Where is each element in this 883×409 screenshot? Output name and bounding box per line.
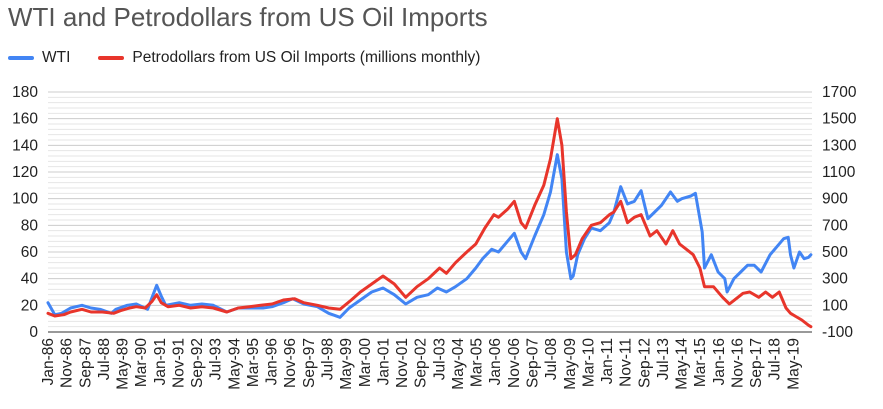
x-tick-label: Nov-16 xyxy=(729,338,746,388)
y-right-tick-label: 300 xyxy=(822,271,848,288)
x-tick-label: Mar-90 xyxy=(133,338,150,387)
x-tick-label: Nov-96 xyxy=(282,338,299,388)
legend-swatch-wti xyxy=(8,56,34,60)
x-tick-label: Nov-06 xyxy=(506,338,523,388)
x-tick-label: Sep-87 xyxy=(77,338,94,388)
y-right-tick-label: -100 xyxy=(822,324,853,341)
legend-item-wti[interactable]: WTI xyxy=(8,49,70,67)
series-line-wti xyxy=(46,153,813,319)
y-right-tick-label: 500 xyxy=(822,244,848,261)
x-tick-label: May-09 xyxy=(562,338,579,390)
y-right-tick-label: 1100 xyxy=(822,164,856,181)
legend-label-wti: WTI xyxy=(42,49,71,66)
x-tick-label: Jul-98 xyxy=(320,338,337,380)
y-right-tick-label: 1500 xyxy=(822,111,857,128)
x-tick-label: Jan-11 xyxy=(599,338,616,384)
x-tick-label: Nov-86 xyxy=(59,338,76,388)
x-tick-label: Jul-08 xyxy=(543,338,560,380)
x-tick-label: Sep-97 xyxy=(301,338,318,388)
x-tick-label: May-19 xyxy=(785,338,802,390)
x-tick-label: Sep-17 xyxy=(748,338,765,388)
x-tick-label: Jul-13 xyxy=(655,338,672,380)
chart-title: WTI and Petrodollars from US Oil Imports xyxy=(8,2,488,32)
x-tick-label: Sep-92 xyxy=(189,338,206,388)
x-tick-label: Jan-01 xyxy=(375,338,392,385)
x-tick-label: May-14 xyxy=(674,338,691,390)
legend-swatch-petrodollars xyxy=(98,56,125,60)
y-left-tick-label: 80 xyxy=(21,217,39,234)
x-tick-label: Sep-12 xyxy=(636,338,653,388)
x-tick-label: Jul-03 xyxy=(431,338,448,380)
y-left-tick-label: 0 xyxy=(29,324,38,341)
x-tick-label: Nov-01 xyxy=(394,338,411,388)
x-tick-label: Nov-91 xyxy=(170,338,187,388)
x-tick-label: Mar-15 xyxy=(692,338,709,387)
x-tick-label: May-94 xyxy=(226,338,243,390)
x-tick-label: Jan-06 xyxy=(487,338,504,385)
x-tick-label: May-04 xyxy=(450,338,467,390)
y-left-tick-label: 40 xyxy=(21,271,39,288)
series-line-petrodollars xyxy=(46,117,813,329)
x-tick-label: Jul-88 xyxy=(96,338,113,380)
y-left-tick-label: 20 xyxy=(21,297,39,314)
x-tick-label: Mar-05 xyxy=(469,338,486,387)
y-left-tick-label: 100 xyxy=(12,191,38,208)
x-tick-label: Sep-02 xyxy=(413,338,430,388)
y-left-tick-label: 120 xyxy=(12,164,38,181)
y-left-tick-label: 60 xyxy=(21,244,39,261)
x-tick-label: Jul-93 xyxy=(208,338,225,380)
x-tick-label: Jul-18 xyxy=(767,338,784,380)
y-right-tick-label: 1300 xyxy=(822,137,857,154)
x-tick-label: Mar-10 xyxy=(580,338,597,387)
x-tick-label: Sep-07 xyxy=(524,338,541,388)
x-tick-label: May-89 xyxy=(115,338,132,390)
y-right-tick-label: 700 xyxy=(822,217,848,234)
x-tick-label: Jan-91 xyxy=(152,338,169,385)
x-tick-label: Jan-96 xyxy=(264,338,281,385)
x-tick-label: Nov-11 xyxy=(618,338,635,387)
x-tick-label: May-99 xyxy=(338,338,355,390)
x-tick-label: Mar-95 xyxy=(245,338,262,387)
y-left-tick-label: 160 xyxy=(12,111,38,128)
y-left-tick-label: 180 xyxy=(12,84,38,101)
x-tick-label: Jan-16 xyxy=(711,338,728,385)
y-right-tick-label: 100 xyxy=(822,297,848,314)
x-tick-label: Mar-00 xyxy=(357,338,374,387)
legend-label-petrodollars: Petrodollars from US Oil Imports (millio… xyxy=(132,49,481,66)
legend: WTI Petrodollars from US Oil Imports (mi… xyxy=(8,47,508,69)
y-left-tick-label: 140 xyxy=(12,137,38,154)
y-right-tick-label: 1700 xyxy=(822,84,857,101)
y-right-tick-label: 900 xyxy=(822,191,848,208)
legend-item-petrodollars[interactable]: Petrodollars from US Oil Imports (millio… xyxy=(98,49,480,67)
x-tick-label: Jan-86 xyxy=(40,338,57,385)
